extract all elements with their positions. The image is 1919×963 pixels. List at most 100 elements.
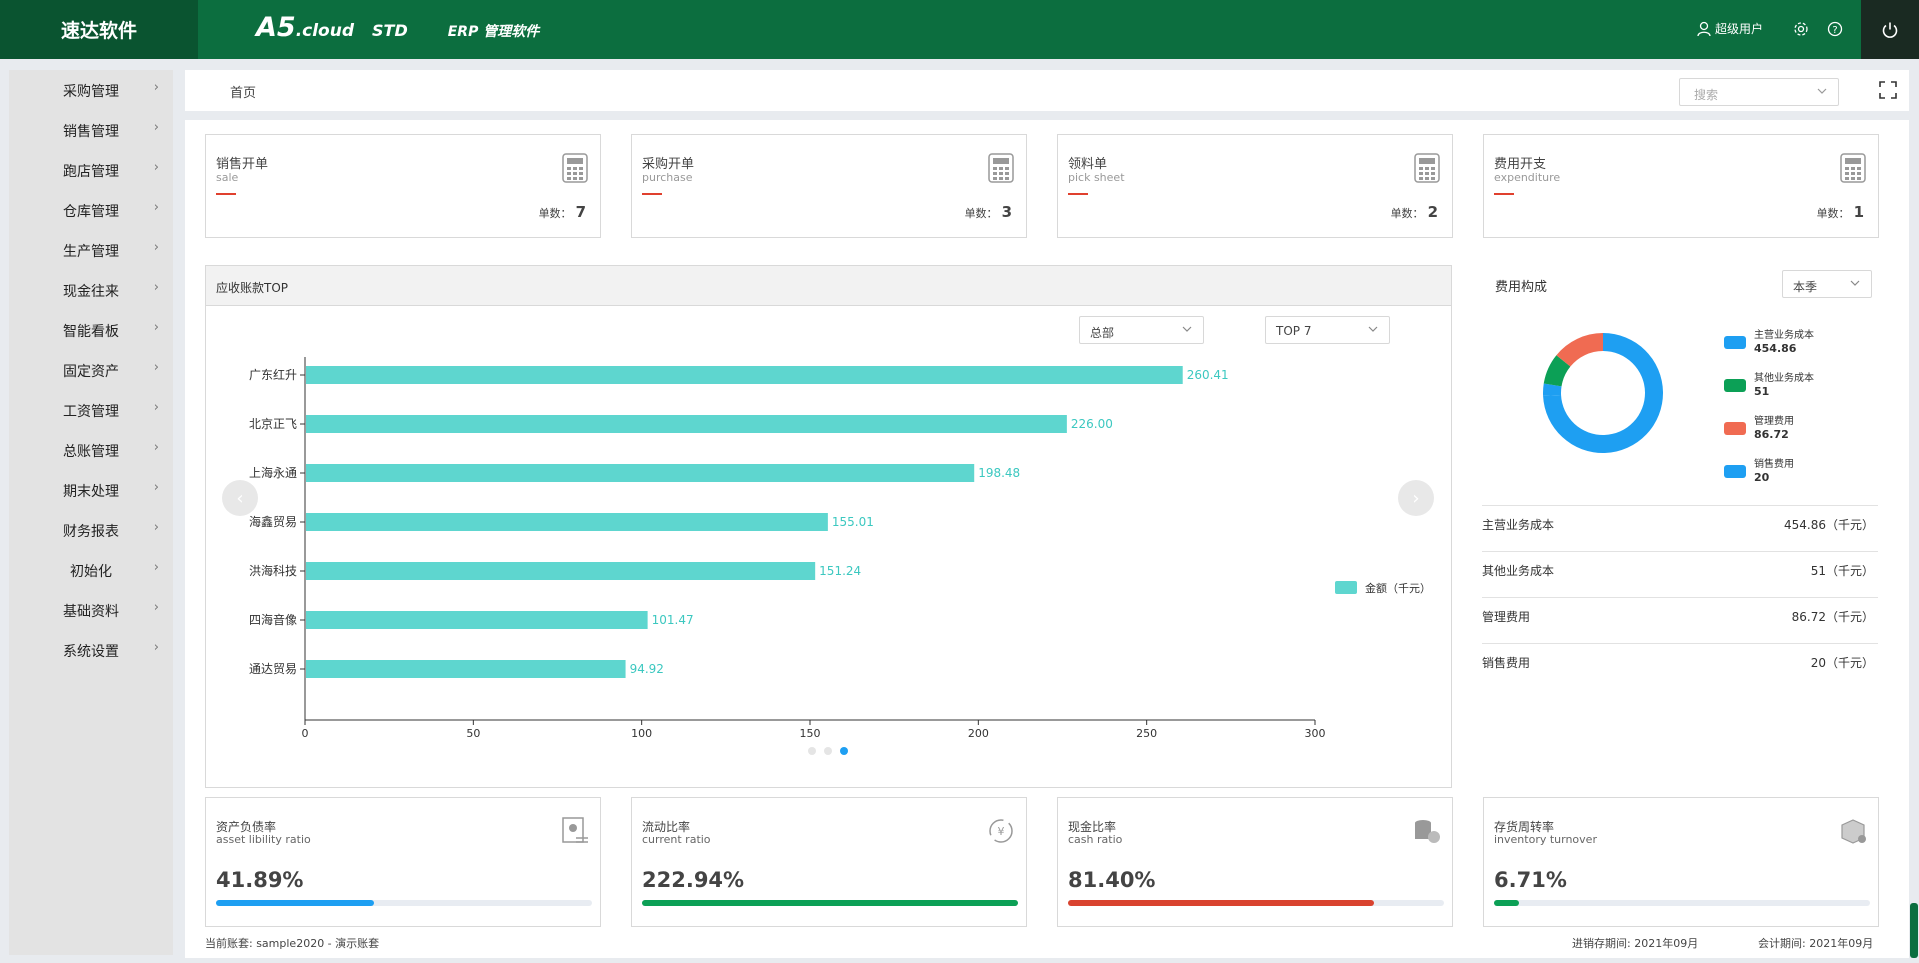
kpi-subtitle: inventory turnover xyxy=(1494,833,1597,846)
pager-dot[interactable] xyxy=(808,747,816,755)
kpi-value: 6.71% xyxy=(1494,868,1567,892)
prev-slide-button[interactable]: ‹ xyxy=(222,480,258,516)
chevron-right-icon: › xyxy=(153,440,159,455)
legend-label[interactable]: 金额（千元） xyxy=(1365,581,1431,595)
kpi-progress-fill xyxy=(1068,900,1375,906)
cost-row-value: 86.72（千元） xyxy=(1791,610,1874,624)
inventory-period: 进销存期间: 2021年09月 xyxy=(1572,937,1699,950)
kpi-value: 81.40% xyxy=(1068,868,1156,892)
stat-count: 单数： 7 xyxy=(539,203,586,221)
stat-card[interactable]: 销售开单 sale 单数： 7 xyxy=(205,134,601,238)
kpi-card[interactable]: 流动比率 current ratio 222.94% ¥ xyxy=(631,797,1027,927)
period-select[interactable]: 本季 xyxy=(1782,270,1872,298)
stat-count-label: 单数： xyxy=(964,207,998,220)
stat-count: 单数： 2 xyxy=(1391,203,1438,221)
accounting-period: 会计期间: 2021年09月 xyxy=(1758,937,1874,950)
fullscreen-icon[interactable] xyxy=(1878,80,1898,100)
sidebar-item[interactable]: 跑店管理 › xyxy=(9,150,173,190)
sidebar-item-label: 生产管理 xyxy=(63,244,119,260)
category-label: 上海永通 xyxy=(249,465,297,480)
calculator-icon xyxy=(562,153,588,183)
sidebar-item[interactable]: 智能看板 › xyxy=(9,310,173,350)
sidebar-item[interactable]: 总账管理 › xyxy=(9,430,173,470)
sidebar-item[interactable]: 仓库管理 › xyxy=(9,190,173,230)
donut-slice[interactable] xyxy=(1543,355,1571,387)
pager-dot[interactable] xyxy=(824,747,832,755)
sidebar-item[interactable]: 财务报表 › xyxy=(9,510,173,550)
kpi-progress-fill xyxy=(642,900,1018,906)
brand-cloud: .cloud xyxy=(295,21,355,41)
stat-trend-dash xyxy=(216,193,236,195)
bar xyxy=(306,562,816,580)
stat-count-value: 2 xyxy=(1427,203,1438,221)
chevron-down-icon xyxy=(1850,280,1860,286)
help-icon[interactable]: ? xyxy=(1824,18,1846,40)
chevron-right-icon: › xyxy=(153,320,159,335)
brand-a5: A5 xyxy=(256,12,296,43)
sidebar-item[interactable]: 现金往来 › xyxy=(9,270,173,310)
donut-slice[interactable] xyxy=(1543,383,1562,396)
sidebar-item[interactable]: 生产管理 › xyxy=(9,230,173,270)
app-logo[interactable]: 速达软件 xyxy=(0,0,198,59)
chevron-right-icon: › xyxy=(153,120,159,135)
cost-title: 费用构成 xyxy=(1495,280,1548,295)
kpi-card[interactable]: 存货周转率 inventory turnover 6.71% xyxy=(1483,797,1879,927)
kpi-card[interactable]: 资产负债率 asset libility ratio 41.89% xyxy=(205,797,601,927)
bar xyxy=(306,464,975,482)
brand-std: STD xyxy=(372,21,408,40)
sidebar-item[interactable]: 初始化 › xyxy=(9,550,173,590)
search-placeholder: 搜索 xyxy=(1694,88,1719,102)
donut-slice[interactable] xyxy=(1556,333,1603,367)
value-label: 260.41 xyxy=(1187,368,1229,382)
power-icon xyxy=(1882,22,1898,38)
kpi-value: 41.89% xyxy=(216,868,304,892)
stat-subtitle: pick sheet xyxy=(1068,171,1125,184)
stat-card[interactable]: 采购开单 purchase 单数： 3 xyxy=(631,134,1027,238)
bar xyxy=(306,415,1067,433)
stat-card[interactable]: 费用开支 expenditure 单数： 1 xyxy=(1483,134,1879,238)
category-label: 海鑫贸易 xyxy=(249,514,297,529)
stat-count-value: 1 xyxy=(1853,203,1864,221)
sidebar-item[interactable]: 采购管理 › xyxy=(9,70,173,110)
top-select-value: TOP 7 xyxy=(1276,324,1312,338)
svg-text:¥: ¥ xyxy=(998,825,1005,838)
cost-row: 管理费用 86.72（千元） xyxy=(1482,597,1878,642)
donut-slice[interactable] xyxy=(1543,333,1663,453)
logout-button[interactable] xyxy=(1861,0,1919,59)
sidebar-item-label: 期末处理 xyxy=(63,484,119,500)
top-bar: 速达软件 A5 .cloud STD ERP 管理软件 超级用户 ? xyxy=(0,0,1919,59)
category-label: 四海音像 xyxy=(249,612,297,627)
kpi-card[interactable]: 现金比率 cash ratio 81.40% xyxy=(1057,797,1453,927)
stat-subtitle: expenditure xyxy=(1494,171,1561,184)
kpi-progress-fill xyxy=(216,900,374,906)
settings-icon[interactable] xyxy=(1790,18,1812,40)
search-select[interactable]: 搜索 xyxy=(1679,78,1839,106)
stat-count-value: 3 xyxy=(1001,203,1012,221)
stat-card[interactable]: 领料单 pick sheet 单数： 2 xyxy=(1057,134,1453,238)
page-scrollbar[interactable] xyxy=(1910,903,1918,958)
sidebar-item[interactable]: 工资管理 › xyxy=(9,390,173,430)
breadcrumb-home[interactable]: 首页 xyxy=(230,86,257,101)
box-icon xyxy=(1841,819,1866,844)
sidebar-item[interactable]: 销售管理 › xyxy=(9,110,173,150)
sidebar-item[interactable]: 系统设置 › xyxy=(9,630,173,670)
kpi-title: 资产负债率 xyxy=(216,820,277,834)
stat-trend-dash xyxy=(1494,193,1514,195)
bar xyxy=(306,660,626,678)
x-tick-label: 150 xyxy=(800,727,821,740)
user-menu[interactable]: 超级用户 xyxy=(1697,20,1763,37)
sidebar-item[interactable]: 固定资产 › xyxy=(9,350,173,390)
next-slide-button[interactable]: › xyxy=(1398,480,1434,516)
scope-select[interactable]: 总部 xyxy=(1079,316,1204,344)
legend-name: 销售费用 xyxy=(1754,459,1794,470)
sidebar-item[interactable]: 基础资料 › xyxy=(9,590,173,630)
pager-dot[interactable] xyxy=(840,747,848,755)
coins-icon xyxy=(1415,820,1440,843)
chevron-down-icon xyxy=(1817,88,1827,94)
top-select[interactable]: TOP 7 xyxy=(1265,316,1390,344)
cost-donut-chart xyxy=(1543,333,1663,453)
stat-title: 费用开支 xyxy=(1494,157,1547,172)
sidebar-item-label: 初始化 xyxy=(70,564,112,580)
stat-subtitle: purchase xyxy=(642,171,693,184)
sidebar-item[interactable]: 期末处理 › xyxy=(9,470,173,510)
